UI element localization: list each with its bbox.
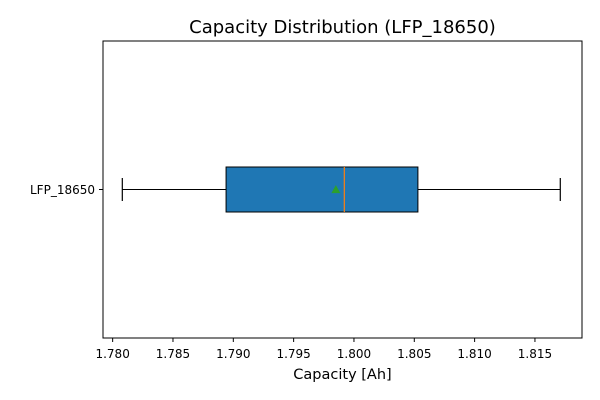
x-tick-label: 1.800 bbox=[337, 347, 371, 361]
x-tick-label: 1.805 bbox=[397, 347, 431, 361]
y-axis-ticks: LFP_18650 bbox=[30, 183, 103, 197]
x-tick-label: 1.815 bbox=[518, 347, 552, 361]
mean-marker bbox=[331, 185, 341, 194]
y-tick-label: LFP_18650 bbox=[30, 183, 95, 197]
boxplot-area bbox=[121, 166, 561, 213]
x-tick-label: 1.780 bbox=[95, 347, 129, 361]
x-tick-label: 1.810 bbox=[457, 347, 491, 361]
x-axis-label: Capacity [Ah] bbox=[293, 367, 391, 383]
x-tick-label: 1.785 bbox=[156, 347, 190, 361]
x-axis-ticks: 1.780 1.785 1.790 1.795 1.800 1.805 1.810 1.815 bbox=[95, 338, 552, 361]
x-tick-label: 1.795 bbox=[276, 347, 310, 361]
box-iqr bbox=[225, 166, 419, 213]
chart-title: Capacity Distribution (LFP_18650) bbox=[189, 17, 496, 38]
plot-frame bbox=[102, 40, 583, 339]
x-tick-label: 1.790 bbox=[216, 347, 250, 361]
